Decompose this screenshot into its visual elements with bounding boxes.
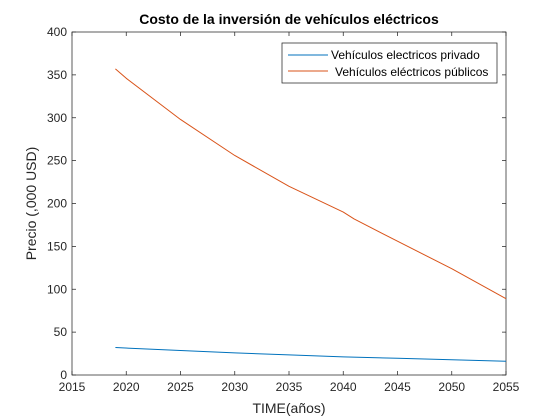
y-tick-label: 50 bbox=[54, 325, 68, 339]
legend: Vehículos electricos privado Vehículos e… bbox=[281, 42, 498, 84]
y-tick-label: 300 bbox=[47, 111, 67, 125]
x-axis: 2015 2020 2025 2030 2035 2040 2045 2050 2055 bbox=[59, 32, 520, 394]
x-tick-label: 2030 bbox=[221, 380, 248, 394]
x-tick-label: 2055 bbox=[493, 380, 520, 394]
plot-frame bbox=[71, 31, 507, 376]
series-line-0 bbox=[115, 347, 507, 362]
legend-label-publicos: Vehículos eléctricos públicos bbox=[335, 65, 488, 79]
plot-area: 2015 2020 2025 2030 2035 2040 2045 2050 2055 0 50… bbox=[47, 25, 520, 394]
y-tick-label: 350 bbox=[47, 68, 67, 82]
y-axis-label: Precio (,000 USD) bbox=[23, 147, 39, 261]
y-tick-label: 150 bbox=[47, 239, 67, 253]
x-tick-label: 2035 bbox=[276, 380, 303, 394]
x-tick-label: 2045 bbox=[384, 380, 411, 394]
y-tick-label: 400 bbox=[47, 25, 67, 39]
series-line-1 bbox=[115, 68, 507, 300]
y-tick-label: 250 bbox=[47, 154, 67, 168]
x-tick-label: 2050 bbox=[438, 380, 465, 394]
legend-box bbox=[281, 42, 498, 84]
x-tick-label: 2015 bbox=[59, 380, 86, 394]
y-tick-label: 0 bbox=[60, 368, 67, 382]
y-tick-label: 200 bbox=[47, 197, 67, 211]
x-tick-label: 2025 bbox=[167, 380, 194, 394]
x-tick-label: 2020 bbox=[113, 380, 140, 394]
series-lines bbox=[115, 68, 507, 362]
y-axis: 0 50 100 150 200 250 300 350 400 bbox=[47, 25, 506, 382]
chart-title: Costo de la inversión de vehículos eléct… bbox=[139, 11, 439, 27]
x-axis-label: TIME(años) bbox=[252, 400, 325, 416]
x-tick-label: 2040 bbox=[330, 380, 357, 394]
legend-label-privado: Vehículos electricos privado bbox=[331, 48, 480, 62]
y-tick-label: 100 bbox=[47, 282, 67, 296]
